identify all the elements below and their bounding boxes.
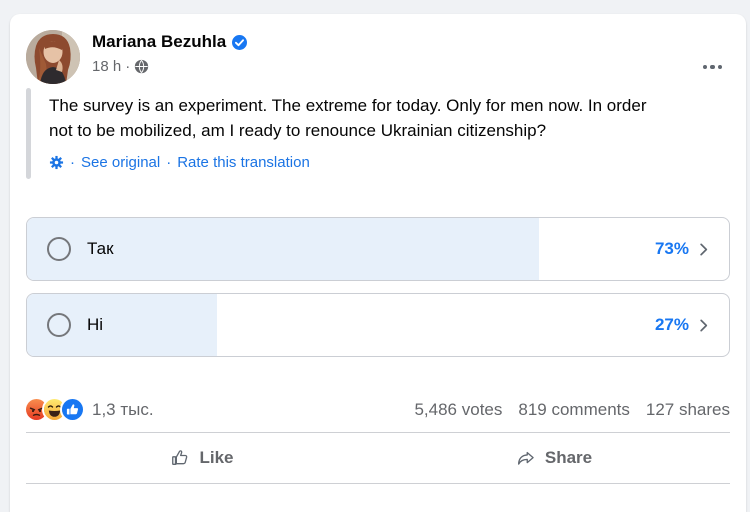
comments-count[interactable]: 819 comments [518,399,630,419]
translation-bar: · See original · Rate this translation [49,154,646,171]
stats-bar: 1,3 тыс. 5,486 votes 819 comments 127 sh… [26,399,730,420]
post-menu-button[interactable] [695,50,731,84]
poll: Так 73% Ні 27% [26,217,730,357]
chevron-right-icon [700,319,708,331]
avatar-image [26,30,80,84]
action-bar: Like Share [26,433,730,483]
gear-icon[interactable] [49,155,64,170]
author-name[interactable]: Mariana Bezuhla [92,32,227,51]
poll-percent: 27% [654,315,689,334]
like-button[interactable]: Like [26,433,378,483]
divider-top [26,432,730,433]
votes-count: 5,486 votes [414,399,503,419]
translation-sep-1: · [70,154,75,171]
post-header: Mariana Bezuhla 18 h · [26,14,730,84]
quote-bar [26,88,31,179]
poll-option-no[interactable]: Ні 27% [26,293,730,357]
poll-option-label: Ні [87,315,104,334]
post-card: Mariana Bezuhla 18 h · T [10,14,746,512]
poll-percent: 73% [654,239,689,258]
reaction-count[interactable]: 1,3 тыс. [92,399,154,419]
globe-icon [135,59,149,74]
post-body: The survey is an experiment. The extreme… [26,88,730,179]
share-icon [517,451,534,465]
haha-reaction-icon [44,399,65,420]
see-original-link[interactable]: See original [81,154,161,171]
thumbs-up-icon [172,450,188,465]
like-reaction-icon [62,399,83,420]
poll-radio-yes[interactable] [47,237,71,261]
avatar[interactable] [26,30,80,84]
share-button-label: Share [544,448,593,467]
timestamp[interactable]: 18 h [92,58,122,75]
poll-option-label: Так [87,239,114,258]
post-counters: 5,486 votes 819 comments 127 shares [414,400,730,420]
post-text-line-2: not to be mobilized, am I ready to renou… [49,121,547,140]
divider-bottom [26,483,730,484]
post-meta: 18 h · [92,58,695,75]
poll-radio-no[interactable] [47,313,71,337]
share-button[interactable]: Share [378,433,730,483]
poll-option-yes[interactable]: Так 73% [26,217,730,281]
translation-sep-2: · [166,154,172,171]
verified-badge-icon [232,34,248,50]
poll-fill-bar [27,218,540,280]
post-text-line-1: The survey is an experiment. The extreme… [49,96,647,115]
chevron-right-icon [700,243,708,255]
rate-translation-link[interactable]: Rate this translation [177,154,310,171]
ellipsis-icon [702,64,707,70]
angry-reaction-icon [26,399,47,420]
reactions-summary[interactable]: 1,3 тыс. [26,399,154,420]
meta-separator: · [125,58,131,75]
header-text: Mariana Bezuhla 18 h · [92,32,695,84]
shares-count[interactable]: 127 shares [645,399,730,419]
like-button-label: Like [199,448,234,467]
